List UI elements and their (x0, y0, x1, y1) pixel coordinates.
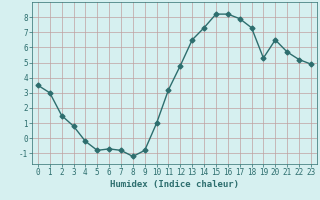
X-axis label: Humidex (Indice chaleur): Humidex (Indice chaleur) (110, 180, 239, 189)
